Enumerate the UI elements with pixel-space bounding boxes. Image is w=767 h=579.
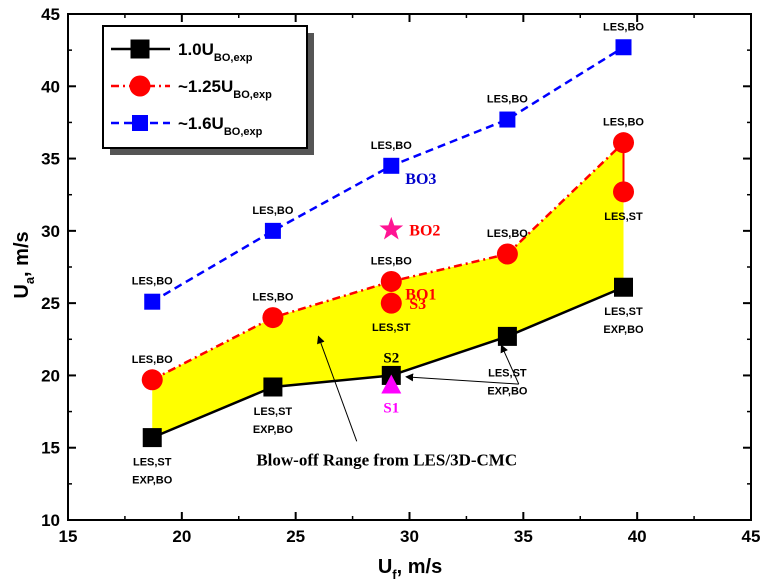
- point-label: LES,BO: [132, 276, 173, 288]
- special-marker-triangle: [381, 374, 402, 394]
- point-label: LES,ST: [488, 367, 527, 379]
- y-tick-label: 40: [41, 77, 60, 96]
- point-label: LES,BO: [487, 228, 528, 240]
- point-label: LES,ST: [254, 406, 293, 418]
- y-tick-label: 15: [41, 439, 60, 458]
- les-st-arrow-1: [500, 344, 520, 385]
- series-1-point: [497, 326, 517, 346]
- point-label: EXP,BO: [487, 385, 528, 397]
- series-2-point: [141, 369, 163, 391]
- range-note-label: Blow-off Range from LES/3D-CMC: [256, 450, 517, 469]
- x-axis-title: Uf, m/s: [378, 556, 442, 579]
- point-label: LES,BO: [487, 94, 528, 106]
- legend-marker-2: [129, 75, 151, 97]
- annotation-label: S1: [383, 401, 399, 417]
- x-tick-label: 15: [59, 527, 78, 546]
- point-label: LES,ST: [133, 457, 172, 469]
- x-tick-label: 40: [628, 527, 647, 546]
- series-2-point: [380, 292, 402, 314]
- legend-label-main: ~1.25U: [178, 77, 233, 96]
- y-axis-title-part: a: [22, 276, 37, 284]
- series-3-point: [383, 157, 400, 174]
- legend-label-3: ~1.6UBO,exp: [178, 114, 263, 138]
- y-tick-label: 30: [41, 222, 60, 241]
- point-label: LES,BO: [132, 354, 173, 366]
- point-label: LES,ST: [372, 322, 411, 334]
- x-axis-title-part: U: [378, 556, 392, 578]
- y-tick-label: 10: [41, 511, 60, 530]
- point-label: EXP,BO: [603, 324, 644, 336]
- legend-label-sub: BO,exp: [233, 89, 272, 101]
- point-label: LES,BO: [371, 140, 412, 152]
- series-2-point: [496, 243, 518, 265]
- annotation-label: S2: [383, 350, 399, 366]
- legend-marker-1: [130, 39, 150, 59]
- point-label: LES,BO: [252, 292, 293, 304]
- x-axis-title-part: , m/s: [397, 556, 443, 578]
- y-tick-label: 35: [41, 150, 60, 169]
- y-axis-title: Ua, m/s: [11, 231, 37, 298]
- annotation-label: BO3: [405, 171, 436, 188]
- les-st-arrow-2: [405, 373, 519, 385]
- special-marker-star: [379, 216, 404, 240]
- point-label: LES,ST: [604, 306, 643, 318]
- series-2-point: [262, 307, 284, 329]
- y-tick-label: 25: [41, 294, 60, 313]
- legend-label-2: ~1.25UBO,exp: [178, 77, 272, 101]
- annotation-label: BO2: [409, 222, 440, 239]
- series-2-point: [380, 270, 402, 292]
- series-1-point: [142, 428, 162, 448]
- legend-label-sub: BO,exp: [214, 52, 253, 64]
- series-1-point: [263, 377, 283, 397]
- point-label: LES,BO: [603, 21, 644, 33]
- point-label: EXP,BO: [132, 475, 173, 487]
- annotation-label: BO1: [405, 286, 436, 303]
- annotation-label: S3: [409, 296, 426, 313]
- point-label: LES,BO: [252, 205, 293, 217]
- legend-label-1: 1.0UBO,exp: [178, 40, 253, 64]
- range-note-arrow: [317, 335, 358, 442]
- x-tick-label: 45: [742, 527, 761, 546]
- x-tick-label: 30: [400, 527, 419, 546]
- series-3-point: [264, 222, 281, 239]
- point-label: EXP,BO: [253, 424, 294, 436]
- y-tick-label: 45: [41, 5, 60, 24]
- point-label: LES,ST: [604, 211, 643, 223]
- series-3-point: [615, 39, 632, 56]
- x-tick-label: 35: [514, 527, 533, 546]
- series-1-point: [614, 277, 634, 297]
- legend-label-main: 1.0U: [178, 40, 214, 59]
- x-axis-title-part: f: [392, 567, 397, 579]
- legend-label-main: ~1.6U: [178, 114, 224, 133]
- y-axis-title-part: , m/s: [11, 231, 33, 277]
- legend-label-sub: BO,exp: [224, 126, 263, 138]
- y-axis-title-part: U: [11, 284, 33, 298]
- series-3-point: [499, 111, 516, 128]
- series-2-point: [613, 181, 635, 203]
- x-tick-label: 20: [172, 527, 191, 546]
- legend-marker-3: [132, 115, 148, 131]
- point-label: LES,BO: [371, 255, 412, 267]
- x-tick-label: 25: [286, 527, 305, 546]
- series-2-point: [613, 132, 635, 154]
- series-3-point: [144, 293, 161, 310]
- point-label: LES,BO: [603, 117, 644, 129]
- y-tick-label: 20: [41, 366, 60, 385]
